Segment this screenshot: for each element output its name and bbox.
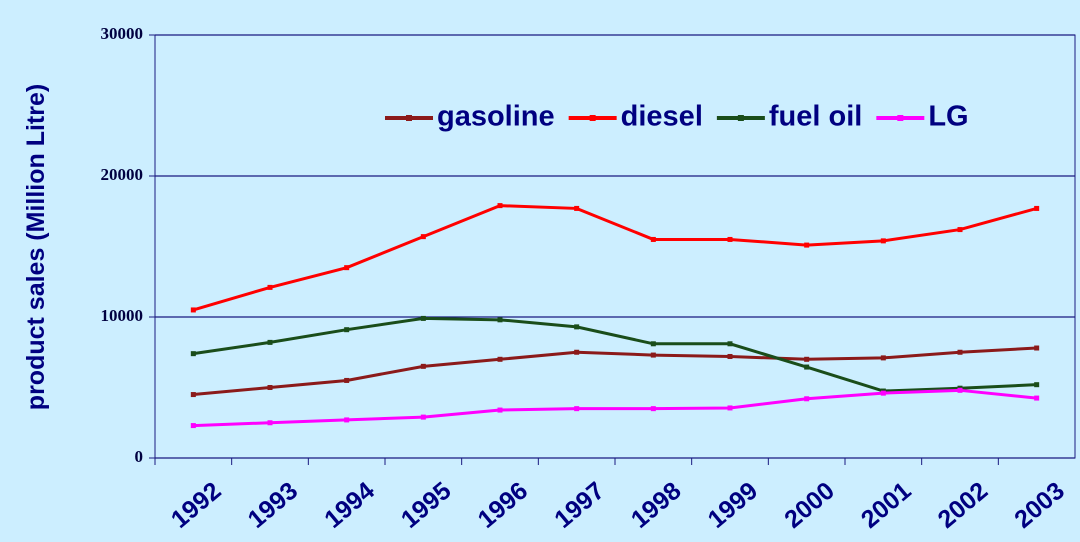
point-marker: [420, 315, 426, 321]
point-marker: [267, 385, 273, 390]
y-axis-label: product sales (Million Litre): [22, 84, 50, 410]
point-marker: [574, 349, 580, 355]
y-tick-label: 30000: [101, 24, 144, 43]
point-marker: [344, 265, 350, 271]
point-marker: [650, 406, 656, 412]
line-series: [193, 388, 1037, 428]
legend-marker: [589, 115, 596, 121]
point-marker: [190, 351, 196, 357]
line-series: [193, 316, 1037, 393]
point-marker: [880, 355, 886, 361]
point-marker: [420, 234, 426, 240]
legend-marker: [897, 115, 904, 121]
point-marker: [727, 236, 733, 242]
x-tick-label: 1993: [243, 477, 304, 534]
point-marker: [880, 238, 886, 244]
legend-label: LG: [928, 101, 968, 133]
point-marker: [1034, 205, 1040, 211]
point-marker: [497, 356, 503, 362]
x-tick-label: 1997: [549, 477, 610, 534]
point-marker: [880, 390, 886, 396]
point-marker: [420, 363, 426, 369]
point-marker: [190, 307, 196, 313]
point-marker: [497, 203, 503, 209]
point-marker: [497, 407, 503, 413]
point-marker: [957, 387, 963, 393]
point-marker: [574, 205, 580, 211]
point-marker: [267, 339, 273, 345]
point-marker: [727, 405, 733, 411]
x-tick-label: 2000: [779, 477, 840, 534]
x-tick-label: 1996: [473, 477, 534, 534]
x-tick-label: 1999: [703, 477, 764, 534]
x-tick-label: 2001: [856, 477, 917, 534]
x-tick-label: 1995: [396, 477, 457, 534]
y-tick-label: 10000: [101, 306, 144, 325]
x-tick-label: 1992: [166, 477, 227, 534]
legend-label: fuel oil: [769, 101, 862, 133]
point-marker: [190, 392, 196, 398]
point-marker: [957, 227, 963, 233]
x-tick-label: 1998: [626, 477, 687, 534]
x-tick-label: 1994: [319, 477, 380, 534]
point-marker: [190, 423, 196, 429]
point-marker: [344, 327, 350, 333]
point-marker: [650, 236, 656, 242]
point-marker: [804, 356, 810, 362]
line-series: [193, 346, 1037, 397]
point-marker: [804, 242, 810, 248]
legend-label: gasoline: [437, 101, 555, 133]
plot-area: [154, 34, 1076, 459]
y-tick-label: 0: [135, 447, 144, 466]
point-marker: [420, 414, 426, 420]
line-series: [192, 204, 1038, 312]
point-marker: [344, 377, 350, 383]
legend-label: diesel: [621, 101, 703, 133]
x-tick-label: 2003: [1009, 477, 1070, 534]
point-marker: [1034, 382, 1040, 388]
point-marker: [497, 317, 503, 323]
legend-marker: [737, 115, 744, 121]
point-marker: [267, 420, 273, 426]
point-marker: [574, 406, 580, 412]
point-marker: [727, 353, 733, 359]
point-marker: [804, 396, 810, 402]
point-marker: [267, 284, 273, 290]
point-marker: [1034, 345, 1040, 351]
point-marker: [650, 352, 656, 358]
legend-marker: [406, 115, 412, 121]
point-marker: [727, 341, 733, 347]
x-tick-label: 2002: [933, 477, 994, 534]
point-marker: [574, 324, 580, 330]
point-marker: [957, 349, 963, 355]
point-marker: [344, 417, 350, 423]
point-marker: [804, 364, 810, 370]
point-marker: [1034, 395, 1040, 401]
y-tick-label: 20000: [101, 165, 144, 184]
point-marker: [650, 341, 656, 347]
